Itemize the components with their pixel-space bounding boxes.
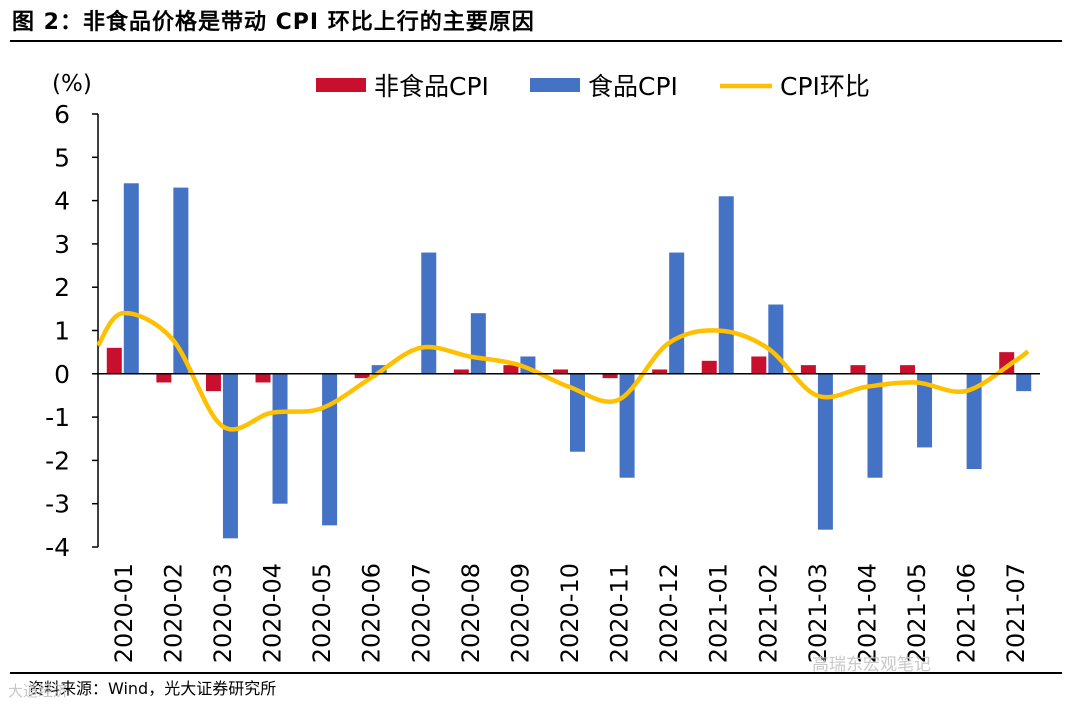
x-axis: 2020-01 2020-02 2020-03 2020-04 2020-05 2020-… — [98, 373, 1040, 663]
bar-food-cpi — [669, 252, 685, 374]
bar-nonfood-cpi — [553, 369, 568, 374]
bar-nonfood-cpi — [503, 365, 519, 374]
bar-nonfood-cpi — [652, 369, 668, 374]
bar-nonfood-cpi — [255, 373, 271, 383]
y-tick-label: 5 — [54, 143, 70, 172]
x-tick-label: 2021-01 — [705, 563, 733, 663]
watermark-right: 高瑞东宏观笔记 — [812, 655, 931, 675]
x-tick-label: 2020-08 — [457, 563, 485, 663]
bar-nonfood-cpi — [453, 369, 469, 374]
y-tick-label: 2 — [54, 273, 70, 302]
y-tick-label: -2 — [45, 446, 70, 475]
legend-label: CPI环比 — [780, 72, 870, 101]
legend-label: 食品CPI — [588, 72, 678, 101]
legend-swatch-food — [530, 78, 580, 92]
x-tick-label: 2020-07 — [407, 563, 435, 663]
bar-food-cpi — [123, 183, 139, 374]
bar-nonfood-cpi — [701, 360, 717, 374]
legend-swatch-nonfood — [316, 78, 366, 92]
x-tick-label: 2021-05 — [903, 563, 931, 663]
bars — [106, 183, 1032, 539]
bar-food-cpi — [222, 373, 238, 539]
bar-nonfood-cpi — [106, 347, 122, 374]
bar-food-cpi — [867, 373, 883, 478]
y-tick-label: -4 — [45, 533, 70, 562]
figure-title: 图 2：非食品价格是带动 CPI 环比上行的主要原因 — [12, 10, 535, 35]
legend: 非食品CPI 食品CPI CPI环比 — [316, 72, 870, 101]
bar-nonfood-cpi — [156, 373, 172, 383]
bar-food-cpi — [322, 373, 338, 526]
bar-food-cpi — [470, 313, 486, 374]
x-tick-label: 2021-07 — [1002, 563, 1030, 663]
y-axis: -4 -3 -2 -1 0 1 2 3 4 5 6 (%) — [45, 71, 99, 562]
y-tick-label: -3 — [45, 490, 70, 519]
x-tick-label: 2020-10 — [556, 563, 584, 663]
bar-food-cpi — [173, 187, 189, 374]
y-tick-label: 3 — [54, 230, 70, 259]
y-tick-label: 6 — [54, 100, 70, 129]
bar-nonfood-cpi — [205, 373, 221, 392]
bar-food-cpi — [966, 373, 982, 470]
bar-nonfood-cpi — [354, 373, 370, 379]
x-tick-label: 2020-05 — [308, 563, 336, 663]
bar-food-cpi — [917, 373, 933, 448]
bar-nonfood-cpi — [800, 365, 816, 374]
cpi-mom-line — [96, 310, 1030, 432]
x-tick-label: 2020-04 — [259, 563, 287, 663]
bar-food-cpi — [1016, 373, 1032, 392]
bar-food-cpi — [718, 196, 734, 374]
bar-food-cpi — [570, 373, 585, 452]
y-tick-label: 1 — [54, 317, 70, 346]
watermark-left: 大道经济 — [8, 682, 69, 700]
legend-label: 非食品CPI — [374, 72, 489, 101]
bar-food-cpi — [371, 365, 387, 374]
x-tick-label: 2021-03 — [804, 563, 832, 663]
y-tick-label: 0 — [54, 360, 70, 389]
y-axis-unit-label: (%) — [52, 71, 92, 97]
x-tick-label: 2020-01 — [110, 563, 138, 663]
y-tick-label: -1 — [45, 403, 70, 432]
bar-food-cpi — [619, 373, 635, 478]
bar-nonfood-cpi — [751, 356, 767, 374]
bar-food-cpi — [272, 373, 288, 504]
y-tick-label: 4 — [54, 187, 70, 216]
bar-nonfood-cpi — [602, 373, 618, 379]
x-tick-label: 2021-02 — [754, 563, 782, 663]
bar-food-cpi — [817, 373, 833, 530]
cpi-line-layer — [96, 310, 1030, 432]
x-tick-label: 2020-09 — [506, 563, 534, 663]
source-divider — [10, 672, 1062, 674]
bar-nonfood-cpi — [900, 365, 916, 374]
x-tick-label: 2020-06 — [358, 563, 386, 663]
x-tick-label: 2020-03 — [209, 563, 237, 663]
x-tick-label: 2020-12 — [655, 563, 683, 663]
source-note: 资料来源：Wind，光大证券研究所 — [28, 679, 277, 698]
bar-food-cpi — [421, 252, 437, 374]
x-tick-label: 2021-04 — [853, 563, 881, 663]
title-divider — [10, 40, 1062, 42]
x-tick-label: 2020-11 — [606, 563, 634, 663]
x-tick-label: 2020-02 — [159, 563, 187, 663]
x-tick-label: 2021-06 — [953, 563, 981, 663]
bar-nonfood-cpi — [850, 365, 866, 374]
